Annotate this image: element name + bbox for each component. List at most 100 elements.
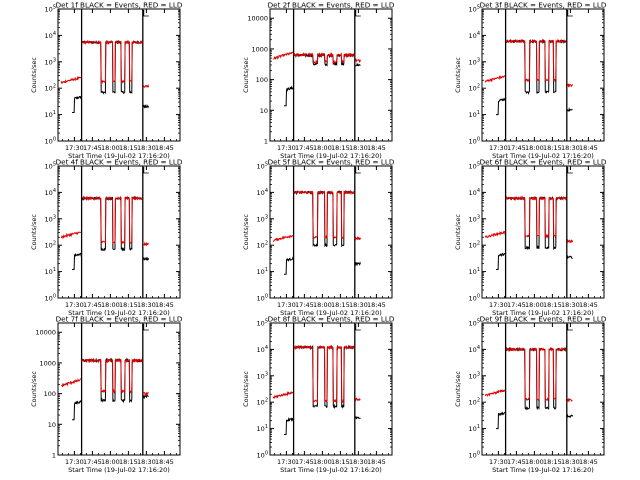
x-tick-label: 18:45	[155, 144, 174, 152]
x-tick-label: 18:30	[349, 301, 368, 309]
interval-flag	[567, 10, 573, 17]
x-tick-label: 17:30	[489, 301, 508, 309]
interval-flag	[143, 167, 149, 174]
lld-series-line	[272, 51, 361, 65]
x-tick-label: 18:45	[367, 301, 386, 309]
panel-title: Det 9f BLACK = Events, RED = LLD	[480, 315, 607, 324]
x-tick-label: 18:30	[137, 458, 156, 466]
y-tick-label: 103	[257, 371, 268, 380]
plot-frame	[481, 322, 605, 456]
lld-series-line	[272, 189, 361, 243]
events-series-line	[496, 38, 573, 116]
y-tick-label: 101	[257, 424, 268, 433]
x-tick-label: 17:45	[83, 301, 102, 309]
y-tick-label: 100	[45, 137, 56, 146]
interval-flag	[355, 167, 361, 174]
x-tick-label: 18:15	[119, 144, 138, 152]
y-tick-label: 102	[469, 398, 480, 407]
x-axis-label: Start Time (19-Jul-02 17:16:20)	[280, 309, 382, 317]
y-tick-label: 1000	[39, 359, 56, 367]
plot-frame	[481, 8, 605, 142]
y-tick-label: 104	[469, 345, 480, 354]
y-axis-label: Counts/sec	[30, 57, 38, 93]
lld-series-line	[484, 38, 573, 88]
y-tick-label: 103	[469, 57, 480, 66]
x-tick-label: 17:30	[65, 144, 84, 152]
y-tick-label: 100	[257, 294, 268, 303]
y-tick-label: 10	[260, 107, 268, 115]
plot-frame	[57, 8, 181, 142]
x-tick-label: 18:00	[313, 458, 332, 466]
detector-panel-3: Det 3f BLACK = Events, RED = LLD Counts/s…	[454, 1, 607, 161]
x-tick-label: 18:15	[543, 301, 562, 309]
y-tick-label: 105	[45, 5, 56, 14]
y-tick-label: 100	[45, 294, 56, 303]
x-axis-label: Start Time (19-Jul-02 17:16:20)	[492, 152, 594, 160]
y-axis-label: Counts/sec	[454, 371, 462, 407]
y-tick-label: 101	[257, 267, 268, 276]
y-axis-label: Counts/sec	[242, 214, 250, 250]
x-tick-label: 18:45	[367, 458, 386, 466]
y-tick-label: 100	[256, 76, 268, 84]
y-tick-label: 105	[45, 162, 56, 171]
y-tick-label: 1000	[251, 45, 268, 53]
x-tick-label: 18:45	[579, 458, 598, 466]
detector-panel-9: Det 9f BLACK = Events, RED = LLD Counts/s…	[454, 315, 607, 475]
x-tick-label: 18:30	[561, 301, 580, 309]
x-tick-label: 18:30	[137, 301, 156, 309]
x-tick-label: 18:45	[579, 301, 598, 309]
detector-panel-8: Det 8f BLACK = Events, RED = LLD Counts/s…	[242, 315, 395, 475]
events-series-line	[496, 195, 573, 270]
y-tick-label: 104	[257, 345, 268, 354]
x-tick-label: 17:30	[277, 458, 296, 466]
lld-series-line	[60, 195, 149, 247]
x-axis-label: Start Time (19-Jul-02 17:16:20)	[280, 152, 382, 160]
x-tick-label: 18:00	[101, 301, 120, 309]
y-tick-label: 103	[257, 214, 268, 223]
x-tick-label: 17:30	[65, 301, 84, 309]
y-tick-label: 1	[52, 452, 56, 460]
detector-panel-2: Det 2f BLACK = Events, RED = LLD Counts/s…	[242, 1, 395, 161]
y-tick-label: 100	[469, 137, 480, 146]
y-tick-label: 104	[257, 188, 268, 197]
y-tick-label: 101	[45, 110, 56, 119]
panel-title: Det 7f BLACK = Events, RED = LLD	[56, 315, 183, 324]
events-series-line	[284, 52, 361, 107]
y-tick-label: 100	[469, 294, 480, 303]
events-series-line	[72, 357, 149, 421]
x-tick-label: 18:00	[525, 458, 544, 466]
y-tick-label: 104	[45, 188, 56, 197]
y-tick-label: 101	[45, 267, 56, 276]
x-tick-label: 18:45	[155, 458, 174, 466]
y-tick-label: 105	[469, 162, 480, 171]
x-axis-label: Start Time (19-Jul-02 17:16:20)	[68, 309, 170, 317]
interval-flag	[567, 324, 573, 331]
y-tick-label: 103	[45, 214, 56, 223]
detector-panel-5: Det 5f BLACK = Events, RED = LLD Counts/s…	[242, 158, 395, 318]
panel-title: Det 4f BLACK = Events, RED = LLD	[56, 158, 183, 167]
y-tick-label: 102	[45, 84, 56, 93]
y-tick-label: 10	[48, 421, 56, 429]
events-series-line	[72, 195, 149, 270]
x-tick-label: 17:30	[65, 458, 84, 466]
plot-frame	[481, 165, 605, 299]
y-tick-label: 10000	[35, 329, 56, 337]
y-axis-label: Counts/sec	[242, 371, 250, 407]
lld-series-line	[60, 39, 149, 88]
y-tick-label: 101	[469, 424, 480, 433]
x-tick-label: 18:15	[543, 458, 562, 466]
x-tick-label: 18:00	[101, 458, 120, 466]
lld-series-line	[272, 344, 361, 404]
events-series-line	[72, 39, 149, 113]
y-tick-label: 105	[257, 162, 268, 171]
y-tick-label: 102	[469, 241, 480, 250]
y-tick-label: 101	[469, 110, 480, 119]
interval-flag	[355, 324, 361, 331]
events-series-line	[496, 346, 573, 430]
y-tick-label: 105	[469, 5, 480, 14]
x-tick-label: 17:30	[277, 301, 296, 309]
interval-flag	[567, 167, 573, 174]
interval-flag	[143, 10, 149, 17]
x-tick-label: 17:30	[489, 458, 508, 466]
